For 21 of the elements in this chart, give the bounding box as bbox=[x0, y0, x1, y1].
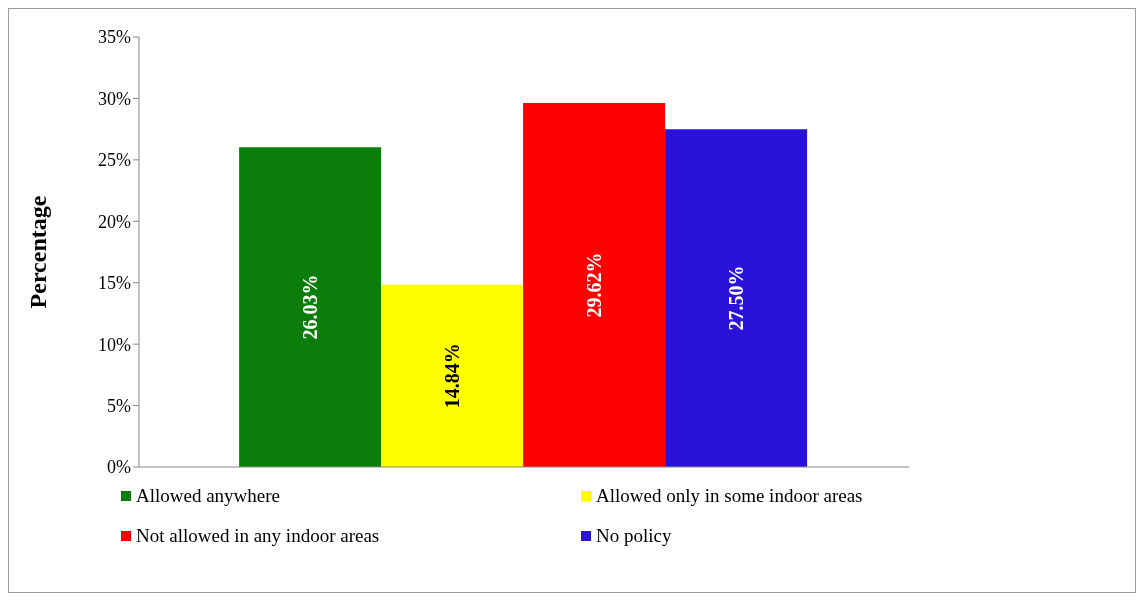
legend-label: Not allowed in any indoor areas bbox=[136, 525, 380, 547]
y-tick-label: 15% bbox=[98, 273, 131, 294]
legend-label: No policy bbox=[596, 525, 672, 547]
bar bbox=[381, 284, 524, 467]
data-label: 26.03% bbox=[299, 274, 322, 340]
legend-label: Allowed only in some indoor areas bbox=[596, 485, 863, 507]
y-tick-label: 5% bbox=[107, 395, 131, 416]
y-tick-label: 30% bbox=[98, 88, 131, 109]
bar bbox=[523, 103, 666, 467]
y-tick-label: 0% bbox=[107, 457, 131, 478]
y-tick-label: 10% bbox=[98, 334, 131, 355]
y-tick-label: 25% bbox=[98, 150, 131, 171]
y-axis-title: Percentage bbox=[24, 195, 51, 309]
bar bbox=[665, 129, 808, 467]
bar bbox=[239, 147, 382, 467]
y-tick-label: 20% bbox=[98, 211, 131, 232]
y-tick-label: 35% bbox=[98, 27, 131, 48]
legend-label: Allowed anywhere bbox=[136, 485, 281, 507]
data-label: 29.62% bbox=[583, 252, 606, 318]
data-label: 27.50% bbox=[725, 265, 748, 331]
data-label: 14.84% bbox=[441, 343, 464, 409]
